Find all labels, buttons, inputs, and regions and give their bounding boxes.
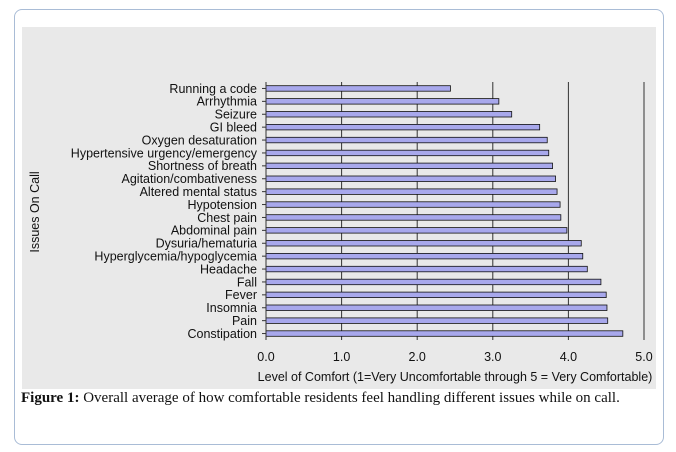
- category-label: Shortness of breath: [148, 159, 257, 173]
- category-label: Insomnia: [206, 301, 257, 315]
- axes: [262, 82, 267, 340]
- gridlines: [341, 82, 645, 340]
- figure-caption: Figure 1: Overall average of how comfort…: [21, 388, 657, 408]
- category-label: Hypertensive urgency/emergency: [71, 146, 258, 160]
- caption-label: Figure 1:: [21, 390, 80, 406]
- category-label: Altered mental status: [140, 185, 257, 199]
- bar: [265, 85, 451, 92]
- x-tick-label: 0.0: [257, 350, 274, 364]
- category-label: Chest pain: [197, 211, 257, 225]
- x-tick-label: 2.0: [409, 350, 426, 364]
- category-label: Agitation/combativeness: [122, 172, 258, 186]
- category-label: Arrhythmia: [197, 95, 257, 109]
- category-label: Constipation: [188, 327, 258, 341]
- x-tick-label: 5.0: [635, 350, 652, 364]
- x-tick-label: 4.0: [560, 350, 577, 364]
- category-label: Hypotension: [188, 198, 258, 212]
- bar: [265, 252, 584, 260]
- category-label: GI bleed: [210, 120, 257, 134]
- category-label: Oxygen desaturation: [142, 133, 257, 147]
- bar: [265, 149, 550, 157]
- bar: [265, 240, 582, 247]
- bar: [265, 136, 548, 144]
- category-label: Running a code: [169, 82, 257, 96]
- bar: [265, 330, 624, 337]
- category-label: Fall: [237, 275, 257, 289]
- x-axis-title: Level of Comfort (1=Very Uncomfortable t…: [258, 370, 653, 384]
- bar: [265, 304, 608, 311]
- bar: [265, 124, 541, 131]
- bar: [265, 278, 602, 286]
- category-label: Pain: [232, 314, 257, 328]
- bar: [265, 162, 553, 170]
- category-label: Dysuria/hematuria: [156, 237, 257, 251]
- bar: [265, 98, 500, 105]
- category-label: Hyperglycemia/hypoglycemia: [94, 249, 257, 263]
- bar: [265, 317, 609, 324]
- bar: [265, 214, 562, 221]
- bar: [265, 227, 568, 234]
- x-tick-label: 3.0: [484, 350, 501, 364]
- x-tick-labels: 0.0 1.0 2.0 3.0 4.0 5.0: [257, 350, 652, 364]
- bars: [265, 85, 624, 337]
- category-label: Fever: [225, 288, 257, 302]
- category-label: Headache: [200, 262, 257, 276]
- bar: [265, 265, 588, 273]
- bar: [265, 291, 607, 299]
- x-tick-label: 1.0: [333, 350, 350, 364]
- bar: [265, 201, 561, 208]
- bar: [265, 111, 513, 118]
- bar: [265, 175, 556, 182]
- bar: [265, 188, 558, 195]
- category-label: Seizure: [215, 108, 257, 122]
- category-label: Abdominal pain: [171, 224, 257, 238]
- caption-text: Overall average of how comfortable resid…: [79, 390, 620, 406]
- y-axis-title: Issues On Call: [28, 171, 42, 252]
